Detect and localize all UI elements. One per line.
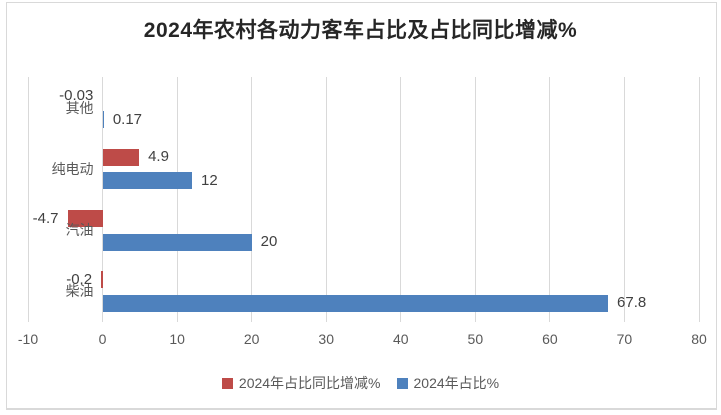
legend-item: 2024年占比% <box>396 373 500 393</box>
data-label: 4.9 <box>148 148 169 166</box>
bar-yoy-change <box>102 148 140 166</box>
bar-share <box>102 294 609 312</box>
data-label: -0.03 <box>59 87 94 105</box>
legend: 2024年占比同比增减% 2024年占比% <box>0 373 721 393</box>
x-tick-label: 50 <box>467 331 484 347</box>
gridline <box>400 77 402 322</box>
chart-title: 2024年农村各动力客车占比及占比同比增减% <box>143 19 578 42</box>
bar-share <box>102 233 252 251</box>
gridline <box>549 77 551 322</box>
data-label: 20 <box>260 233 278 251</box>
gridline <box>176 77 178 322</box>
legend-label: 2024年占比同比增减% <box>238 375 381 391</box>
x-axis: -10 0 10 20 30 40 50 60 70 80 <box>18 331 707 349</box>
bar-share <box>102 111 104 129</box>
x-tick-label: 80 <box>691 331 707 347</box>
x-tick-label: -10 <box>17 331 39 347</box>
data-label: 67.8 <box>617 294 647 312</box>
gridline <box>27 77 29 322</box>
data-label: -0.2 <box>66 270 93 288</box>
category-label: 柴油 <box>65 283 94 300</box>
x-tick-label: 20 <box>243 331 260 347</box>
category-label: 纯电动 <box>51 160 94 177</box>
x-tick-label: 30 <box>318 331 335 347</box>
plot-area: 其他 -0.03 0.17 纯电动 4.9 12 汽油 -4.7 20 柴油 -0.2 67.8 <box>27 77 700 322</box>
x-tick-label: 60 <box>542 331 558 347</box>
data-label: 0.17 <box>112 110 143 128</box>
legend-swatch-icon <box>396 377 408 389</box>
bar-share <box>102 172 192 190</box>
gridline <box>623 77 625 322</box>
gridline <box>698 77 700 322</box>
data-label: -4.7 <box>32 209 59 227</box>
legend-label: 2024年占比% <box>413 375 500 391</box>
x-tick-label: 0 <box>98 331 107 347</box>
data-label: 12 <box>201 171 218 189</box>
x-tick-label: 10 <box>169 331 185 347</box>
gridline <box>102 77 104 322</box>
bar-yoy-change <box>101 271 103 289</box>
category-label: 其他 <box>65 99 94 116</box>
bar-yoy-change <box>67 210 103 228</box>
gridline <box>251 77 253 322</box>
x-tick-label: 70 <box>616 331 633 347</box>
legend-item: 2024年占比同比增减% <box>221 373 381 393</box>
category-label: 汽油 <box>65 222 94 239</box>
x-tick-label: 40 <box>392 331 409 347</box>
legend-swatch-icon <box>221 377 233 389</box>
gridline <box>325 77 327 322</box>
gridline <box>474 77 476 322</box>
